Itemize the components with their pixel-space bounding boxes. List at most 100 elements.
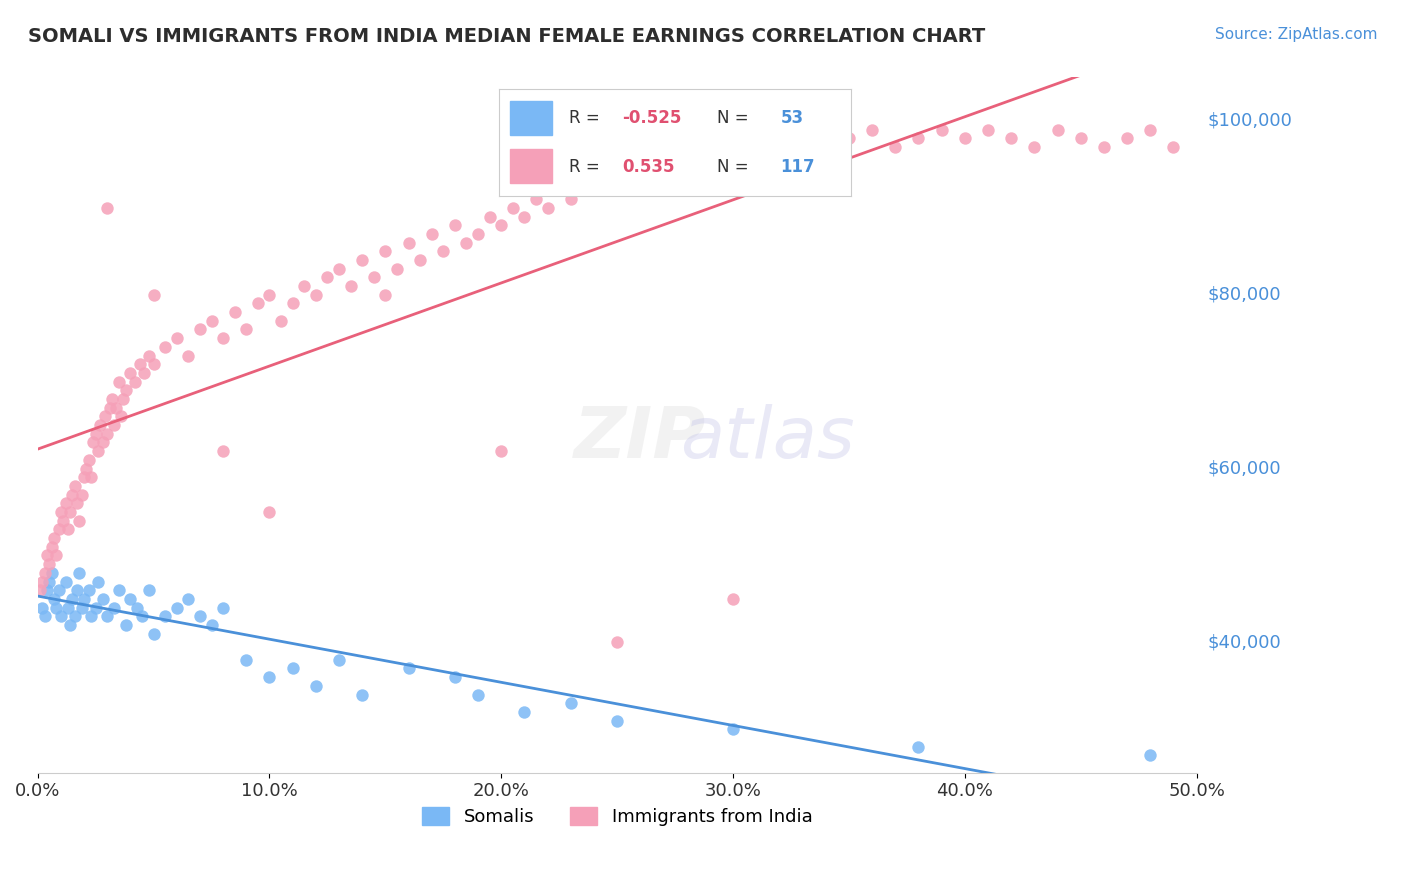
Point [606,714,628,728]
Point [1139,122,1161,136]
Text: $40,000: $40,000 [1208,633,1281,651]
Point [127,600,149,615]
Point [745,140,768,154]
Point [105,401,128,415]
Point [49,609,72,624]
Point [595,166,617,180]
Text: 0.535: 0.535 [621,159,675,177]
Point [838,131,860,145]
Point [131,609,153,624]
Point [84,600,107,615]
Point [721,149,744,163]
Point [48,522,70,536]
Point [45,600,67,615]
Point [112,392,135,406]
Point [1070,131,1092,145]
Point [536,201,558,215]
Point [606,635,628,649]
Point [103,600,125,615]
Point [374,244,396,259]
Point [70,488,93,502]
Point [188,322,211,336]
Point [652,149,675,163]
Point [884,140,907,154]
Point [103,418,125,433]
Point [1024,140,1046,154]
Point [89,418,111,433]
Point [513,210,536,224]
Point [907,131,929,145]
Point [768,131,790,145]
Point [212,600,235,615]
Point [420,227,443,241]
Point [42,531,65,545]
Point [142,626,165,640]
Point [444,218,467,232]
Point [114,618,136,632]
Point [513,705,536,719]
Point [814,140,837,154]
Point [606,175,628,189]
Point [41,540,63,554]
Point [281,661,304,675]
Point [94,409,117,424]
Point [128,357,150,371]
Point [80,470,103,484]
Text: R =: R = [569,159,610,177]
Point [177,591,200,606]
Point [977,122,1000,136]
Point [502,201,524,215]
Point [200,618,222,632]
Text: 117: 117 [780,159,815,177]
Point [73,591,96,606]
Point [82,435,104,450]
Point [41,566,63,580]
Point [62,488,84,502]
Point [467,688,489,702]
FancyBboxPatch shape [510,101,551,136]
Point [374,287,396,301]
Point [305,287,328,301]
Point [63,479,86,493]
Point [212,331,235,345]
Point [721,591,744,606]
Point [328,653,350,667]
Point [101,392,124,406]
Point [548,183,571,197]
Point [114,384,136,398]
Point [134,366,156,380]
Point [166,331,188,345]
Legend: Somalis, Immigrants from India: Somalis, Immigrants from India [415,799,820,833]
Point [246,296,269,310]
Point [524,192,547,206]
Point [63,609,86,624]
Point [34,609,56,624]
Point [59,505,82,519]
Point [571,175,593,189]
Point [66,583,89,598]
Point [1163,140,1185,154]
Point [235,653,257,667]
Point [259,505,281,519]
Text: $80,000: $80,000 [1208,285,1281,303]
Point [91,435,114,450]
Point [1000,131,1022,145]
Point [84,426,107,441]
Point [628,166,651,180]
Text: ZIP: ZIP [574,404,706,474]
Point [48,583,70,598]
Point [292,279,315,293]
Point [699,140,721,154]
Point [96,201,118,215]
Text: SOMALI VS IMMIGRANTS FROM INDIA MEDIAN FEMALE EARNINGS CORRELATION CHART: SOMALI VS IMMIGRANTS FROM INDIA MEDIAN F… [28,27,986,45]
Point [56,600,79,615]
Text: 53: 53 [780,109,803,127]
Point [75,461,97,475]
Point [142,287,165,301]
Point [153,340,176,354]
Point [792,149,814,163]
Point [409,252,432,267]
Point [110,409,132,424]
Point [31,574,53,589]
Point [259,287,281,301]
